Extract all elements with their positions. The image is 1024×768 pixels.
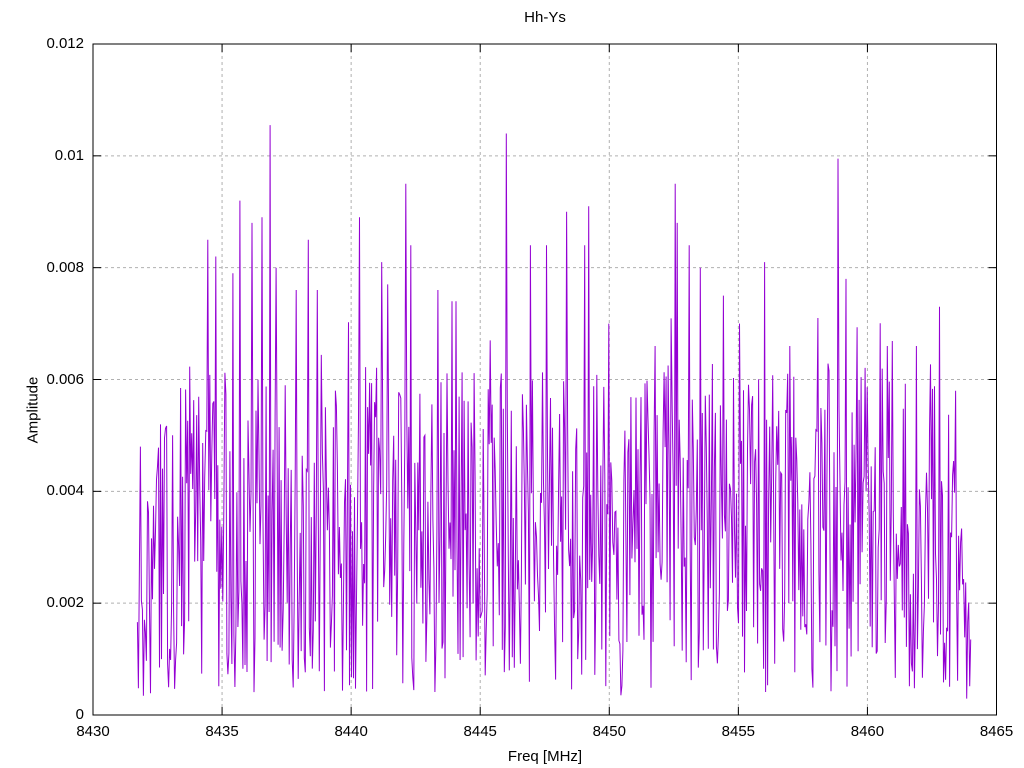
x-tick-label: 8465	[979, 723, 1014, 740]
y-tick-label: 0.012	[46, 35, 84, 52]
x-axis-label: Freq [MHz]	[507, 748, 583, 765]
x-tick-label: 8430	[76, 723, 110, 740]
x-tick-label: 8450	[592, 723, 626, 740]
x-tick-label: 8435	[205, 723, 239, 740]
y-tick-label: 0.002	[46, 594, 84, 612]
y-tick-label: 0.01	[54, 146, 84, 164]
x-tick-label: 8460	[850, 723, 885, 740]
spectrum-trace	[136, 125, 972, 699]
y-tick-label: 0	[75, 706, 84, 723]
chart-title: Hh-Ys	[524, 9, 566, 26]
y-tick-label: 0.006	[46, 370, 84, 388]
x-tick-label: 8440	[334, 723, 368, 740]
y-tick-label: 0.004	[46, 482, 84, 500]
x-tick-label: 8445	[463, 723, 497, 740]
x-tick-label: 8455	[721, 723, 756, 740]
plot-border	[92, 43, 997, 716]
y-tick-label: 0.008	[46, 258, 84, 276]
